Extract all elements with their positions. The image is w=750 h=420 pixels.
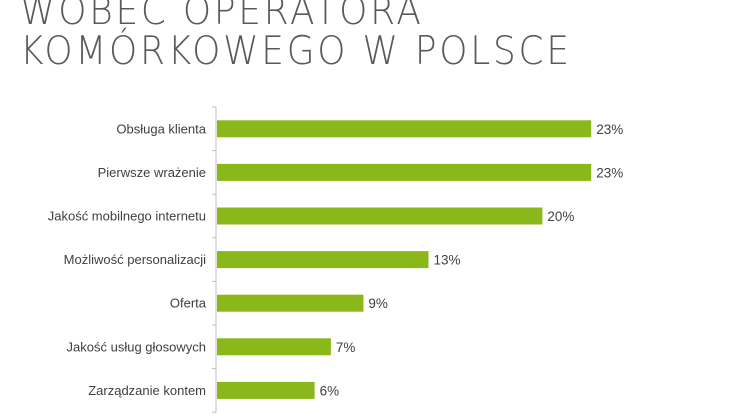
- bar: [217, 120, 592, 138]
- category-label: Zarządzanie kontem: [88, 383, 206, 398]
- chart-title: WOBEC OPERATORA KOMÓRKOWEGO W POLSCE: [20, 0, 572, 72]
- data-label: 7%: [336, 340, 356, 355]
- bar: [217, 207, 543, 225]
- data-label: 6%: [320, 383, 340, 398]
- bar: [217, 251, 429, 269]
- category-label: Pierwsze wrażenie: [98, 165, 206, 180]
- data-label: 9%: [368, 296, 388, 311]
- category-label: Obsługa klienta: [116, 121, 206, 136]
- bar: [217, 338, 331, 356]
- title-line-1: WOBEC OPERATORA: [20, 0, 424, 34]
- bar: [217, 163, 592, 181]
- category-label: Oferta: [170, 296, 207, 311]
- title-line-2: KOMÓRKOWEGO W POLSCE: [20, 29, 572, 74]
- data-label: 20%: [547, 209, 574, 224]
- bar: [217, 381, 315, 399]
- category-label: Możliwość personalizacji: [64, 252, 206, 267]
- category-label: Jakość mobilnego internetu: [48, 209, 206, 224]
- data-label: 13%: [434, 253, 461, 268]
- data-label: 23%: [596, 122, 623, 137]
- data-label: 23%: [596, 165, 623, 180]
- bar: [217, 294, 364, 312]
- category-label: Jakość usług głosowych: [67, 339, 206, 354]
